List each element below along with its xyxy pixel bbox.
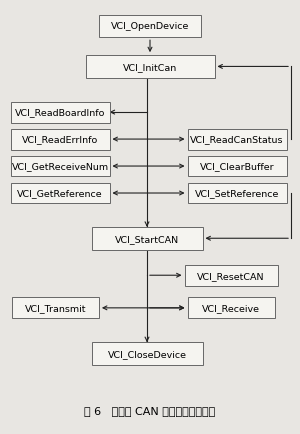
FancyBboxPatch shape: [92, 342, 202, 365]
Text: VCI_ResetCAN: VCI_ResetCAN: [197, 271, 265, 280]
FancyBboxPatch shape: [99, 16, 201, 38]
Text: 图 6   周立功 CAN 接口函数使用流程: 图 6 周立功 CAN 接口函数使用流程: [84, 405, 216, 415]
FancyBboxPatch shape: [11, 183, 109, 204]
FancyBboxPatch shape: [188, 183, 286, 204]
Text: VCI_SetReference: VCI_SetReference: [195, 189, 279, 198]
Text: VCI_ReadErrInfo: VCI_ReadErrInfo: [22, 135, 98, 144]
FancyBboxPatch shape: [188, 298, 274, 319]
FancyBboxPatch shape: [184, 265, 278, 286]
Text: VCI_Transmit: VCI_Transmit: [25, 304, 86, 312]
FancyBboxPatch shape: [12, 298, 99, 319]
FancyBboxPatch shape: [11, 102, 109, 123]
FancyBboxPatch shape: [92, 227, 202, 250]
Text: VCI_OpenDevice: VCI_OpenDevice: [111, 23, 189, 31]
Text: VCI_InitCan: VCI_InitCan: [123, 63, 177, 72]
Text: VCI_ReadCanStatus: VCI_ReadCanStatus: [190, 135, 284, 144]
Text: VCI_GetReference: VCI_GetReference: [17, 189, 103, 198]
Text: VCI_GetReceiveNum: VCI_GetReceiveNum: [11, 162, 109, 171]
FancyBboxPatch shape: [188, 156, 286, 177]
FancyBboxPatch shape: [85, 56, 214, 79]
FancyBboxPatch shape: [188, 129, 286, 150]
Text: VCI_StartCAN: VCI_StartCAN: [115, 234, 179, 243]
Text: VCI_ReadBoardInfo: VCI_ReadBoardInfo: [15, 108, 105, 117]
FancyBboxPatch shape: [11, 156, 109, 177]
Text: VCI_ClearBuffer: VCI_ClearBuffer: [200, 162, 274, 171]
Text: VCI_Receive: VCI_Receive: [202, 304, 260, 312]
Text: VCI_CloseDevice: VCI_CloseDevice: [107, 349, 187, 358]
FancyBboxPatch shape: [11, 129, 109, 150]
